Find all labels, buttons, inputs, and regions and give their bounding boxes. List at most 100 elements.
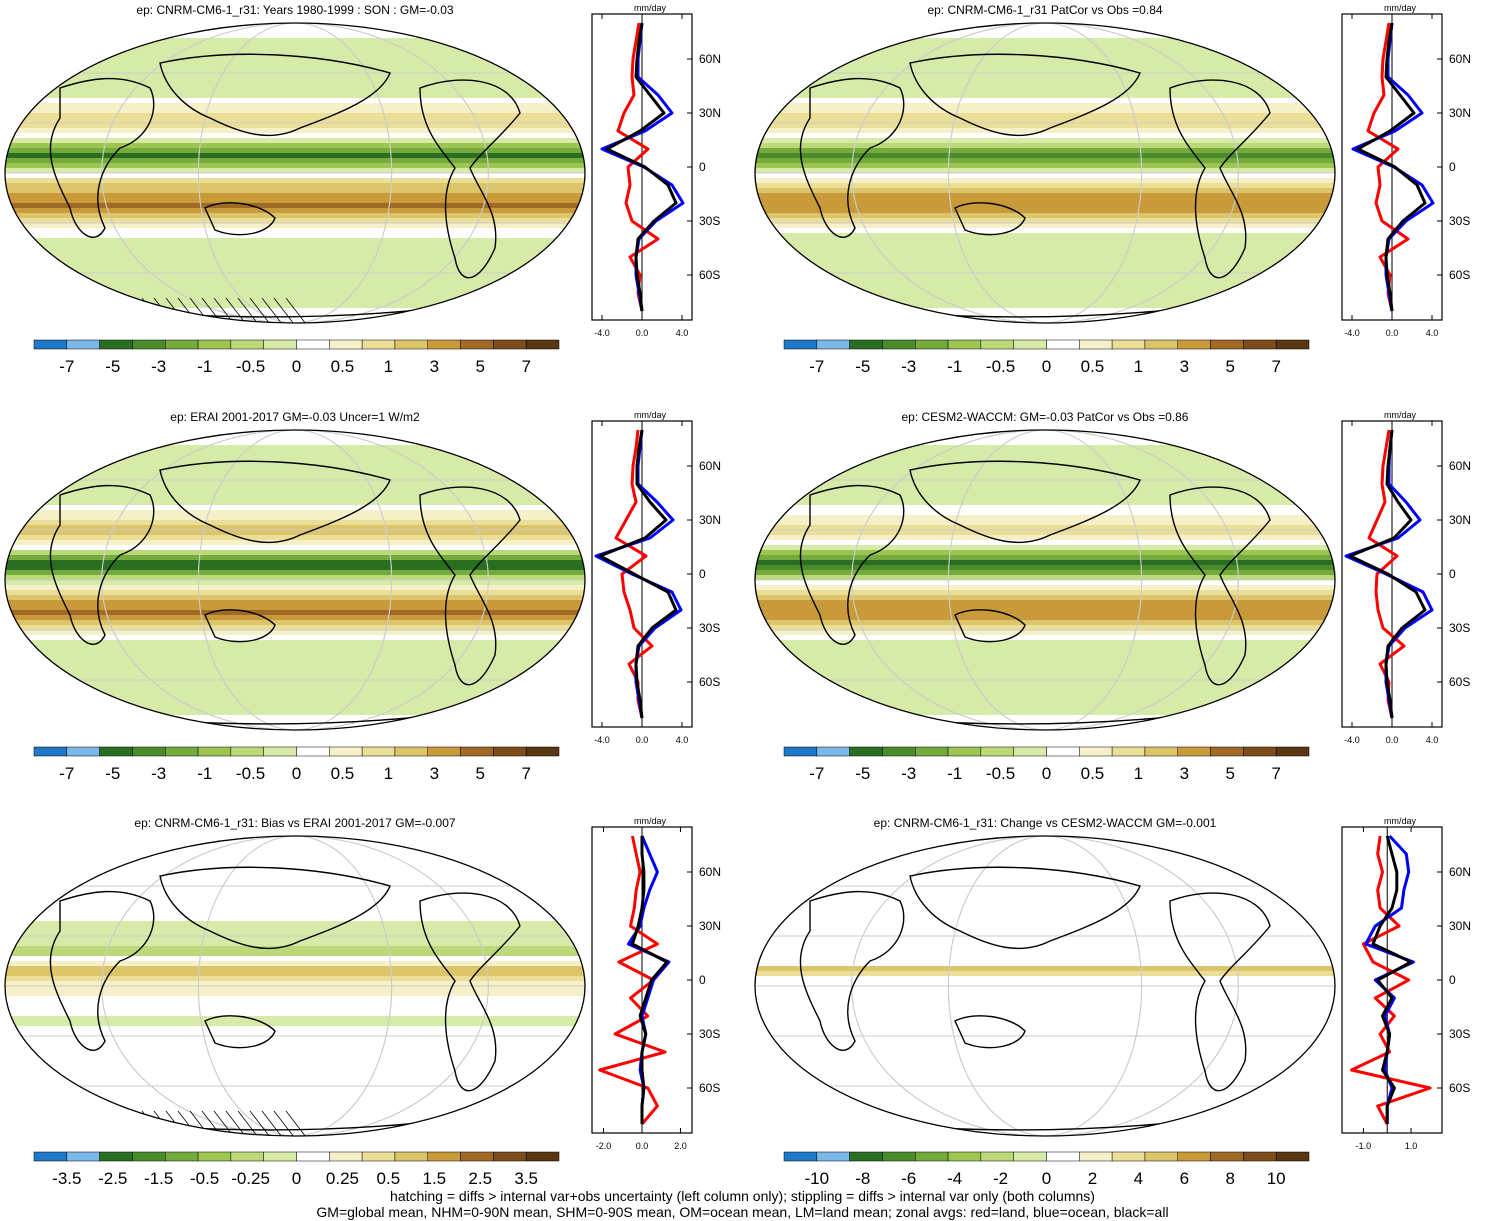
map-band — [5, 78, 585, 84]
graticule-meridian — [101, 430, 489, 730]
map-band — [755, 1111, 1335, 1117]
map-band — [755, 233, 1335, 239]
footer-caption: hatching = diffs > internal var+obs unce… — [0, 1188, 1485, 1220]
map-band — [755, 108, 1335, 114]
map-band — [755, 996, 1335, 1002]
map-band — [755, 886, 1335, 892]
map-band — [755, 288, 1335, 294]
colorbar-swatch — [296, 746, 330, 757]
map-band — [5, 911, 585, 917]
map-border — [754, 835, 1336, 1137]
map-band — [5, 93, 585, 99]
colorbar-tick-label: -7 — [59, 357, 74, 376]
map-band — [5, 540, 585, 546]
graticule-meridian — [851, 430, 1239, 730]
colorbar-tick-label: -8 — [855, 1169, 870, 1188]
colorbar-tick-label: 1 — [384, 764, 393, 783]
coastline — [799, 484, 905, 645]
map-band — [5, 675, 585, 681]
colorbar: -3.5 -2.5 -1.5 -0.5 -0.25 0 0.25 0.5 1.5 2.5 3.5 — [33, 1151, 560, 1188]
colorbar-tick-label: -1.5 — [144, 1169, 173, 1188]
colorbar-tick-label: 0 — [292, 1169, 301, 1188]
colorbar-tick-label: 3.5 — [514, 1169, 538, 1188]
colorbar-swatch — [165, 339, 199, 350]
unit-label: mm/day — [634, 3, 667, 13]
colorbar-tick-label: -0.5 — [190, 1169, 219, 1188]
map-band — [5, 228, 585, 234]
coastline — [1169, 892, 1271, 1092]
map-band — [5, 1061, 585, 1067]
coastline — [159, 460, 391, 543]
map-band — [5, 851, 585, 857]
map-band — [5, 183, 585, 189]
colorbar-swatch — [816, 746, 850, 757]
all-zonal-line — [630, 836, 669, 1124]
colorbar-swatch — [427, 1151, 461, 1162]
colorbar-swatch — [493, 1151, 527, 1162]
map-band — [755, 103, 1335, 109]
map-band — [755, 640, 1335, 646]
colorbar-swatch — [525, 746, 560, 757]
colorbar-swatch — [132, 339, 166, 350]
colorbar-swatch — [1210, 1151, 1244, 1162]
map-band — [755, 33, 1335, 39]
y-tick-label: 30N — [699, 106, 721, 120]
map-band — [755, 530, 1335, 536]
map-band — [755, 158, 1335, 164]
coastline — [909, 460, 1141, 543]
colorbar-tick-label: -0.5 — [236, 764, 265, 783]
map-band — [755, 243, 1335, 249]
map-band — [755, 238, 1335, 244]
map-band — [755, 620, 1335, 626]
y-tick-label: 60S — [1449, 675, 1470, 689]
colorbar-swatch — [230, 339, 264, 350]
map-band — [5, 430, 585, 436]
map-band — [755, 655, 1335, 661]
map-band — [5, 1086, 585, 1092]
colorbar-tick-label: -2.5 — [98, 1169, 127, 1188]
map-band — [755, 1036, 1335, 1042]
colorbar-tick-label: 4 — [1134, 1169, 1143, 1188]
map-band — [5, 560, 585, 566]
colorbar-swatch — [296, 1151, 330, 1162]
map-band — [5, 263, 585, 269]
coastline — [49, 484, 155, 645]
map-band — [5, 695, 585, 701]
map-band — [5, 1011, 585, 1017]
map-band — [5, 123, 585, 129]
colorbar-tick-label: -1 — [947, 764, 962, 783]
all-zonal-line — [1371, 835, 1413, 1124]
map-band — [5, 605, 585, 611]
map-band — [5, 28, 585, 34]
x-tick-label: 4.0 — [1426, 328, 1439, 338]
map-band — [755, 685, 1335, 691]
y-tick-label: 60S — [1449, 1081, 1470, 1095]
colorbar-swatch — [1210, 746, 1244, 757]
map-band — [755, 23, 1335, 29]
map-band — [755, 515, 1335, 521]
map-band — [5, 308, 585, 314]
colorbar-swatch — [882, 746, 916, 757]
graticule-meridian — [197, 836, 393, 1136]
colorbar-swatch — [263, 746, 297, 757]
unit-label: mm/day — [634, 816, 667, 826]
map-band — [5, 313, 585, 319]
map-band — [5, 218, 585, 224]
map-band — [5, 98, 585, 104]
colorbar-tick-label: -3 — [901, 764, 916, 783]
coastline — [1169, 79, 1271, 279]
map-band — [5, 1101, 585, 1107]
colorbar-swatch — [1210, 339, 1244, 350]
map-band — [5, 273, 585, 279]
colorbar-tick-label: -2 — [993, 1169, 1008, 1188]
map-band — [755, 615, 1335, 621]
map-band — [755, 570, 1335, 576]
all-zonal-line — [605, 22, 678, 312]
map-band — [5, 63, 585, 69]
map-band — [5, 530, 585, 536]
map-band — [5, 856, 585, 862]
map-band — [5, 1066, 585, 1072]
y-tick-label: 30S — [699, 621, 720, 635]
map-band — [755, 283, 1335, 289]
y-tick-label: 30S — [699, 1027, 720, 1041]
